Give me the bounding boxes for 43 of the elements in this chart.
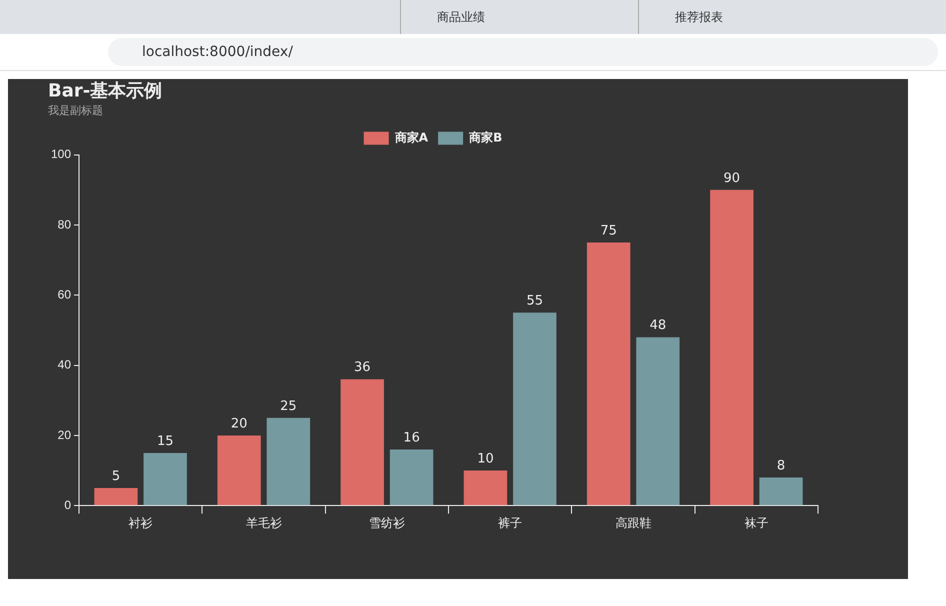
data-label: 5 <box>112 468 120 484</box>
bar <box>390 449 434 506</box>
y-tick-label: 100 <box>50 147 72 162</box>
x-tick-label: 雪纺衫 <box>368 516 405 530</box>
data-label: 8 <box>776 458 786 474</box>
x-tick-label: 裤子 <box>498 516 522 530</box>
data-label: 20 <box>230 416 248 432</box>
data-label: 48 <box>650 318 666 334</box>
bar <box>513 312 556 506</box>
bar <box>217 435 261 506</box>
data-label: 25 <box>280 398 297 414</box>
data-label: 55 <box>526 294 543 309</box>
y-tick-label: 80 <box>58 217 72 232</box>
bar <box>464 470 508 506</box>
data-label: 36 <box>354 360 371 376</box>
chart-subtitle: 我是副标题 <box>48 104 103 118</box>
y-tick-label: 0 <box>64 498 72 512</box>
bar <box>94 488 138 506</box>
text: 商品业绩 <box>400 0 636 34</box>
x-tick-label: 衬衫 <box>128 516 153 530</box>
legend-label: 商家A <box>394 130 429 144</box>
bar <box>759 478 803 506</box>
data-label: 10 <box>477 451 494 466</box>
bar <box>586 242 630 506</box>
bar <box>636 337 680 506</box>
x-tick-label: 袜子 <box>744 516 768 530</box>
bar <box>710 190 754 506</box>
x-tick-label: 高跟鞋 <box>615 516 652 530</box>
x-tick-label: 羊毛衫 <box>246 516 282 530</box>
y-tick-label: 60 <box>58 287 72 302</box>
y-tick-label: 20 <box>58 428 72 442</box>
bar <box>144 452 187 506</box>
legend-label: 商家B <box>468 130 502 144</box>
bar <box>340 379 384 506</box>
chart-title: Bar-基本示例 <box>48 80 162 102</box>
data-label: 15 <box>156 434 174 449</box>
data-label: 75 <box>600 223 617 238</box>
data-label: 90 <box>724 170 740 186</box>
y-tick-label: 40 <box>58 358 72 372</box>
bar <box>266 418 310 506</box>
data-label: 16 <box>403 430 420 446</box>
text: localhost:8000/index/ <box>108 38 938 66</box>
text: 推荐报表 <box>638 0 874 34</box>
